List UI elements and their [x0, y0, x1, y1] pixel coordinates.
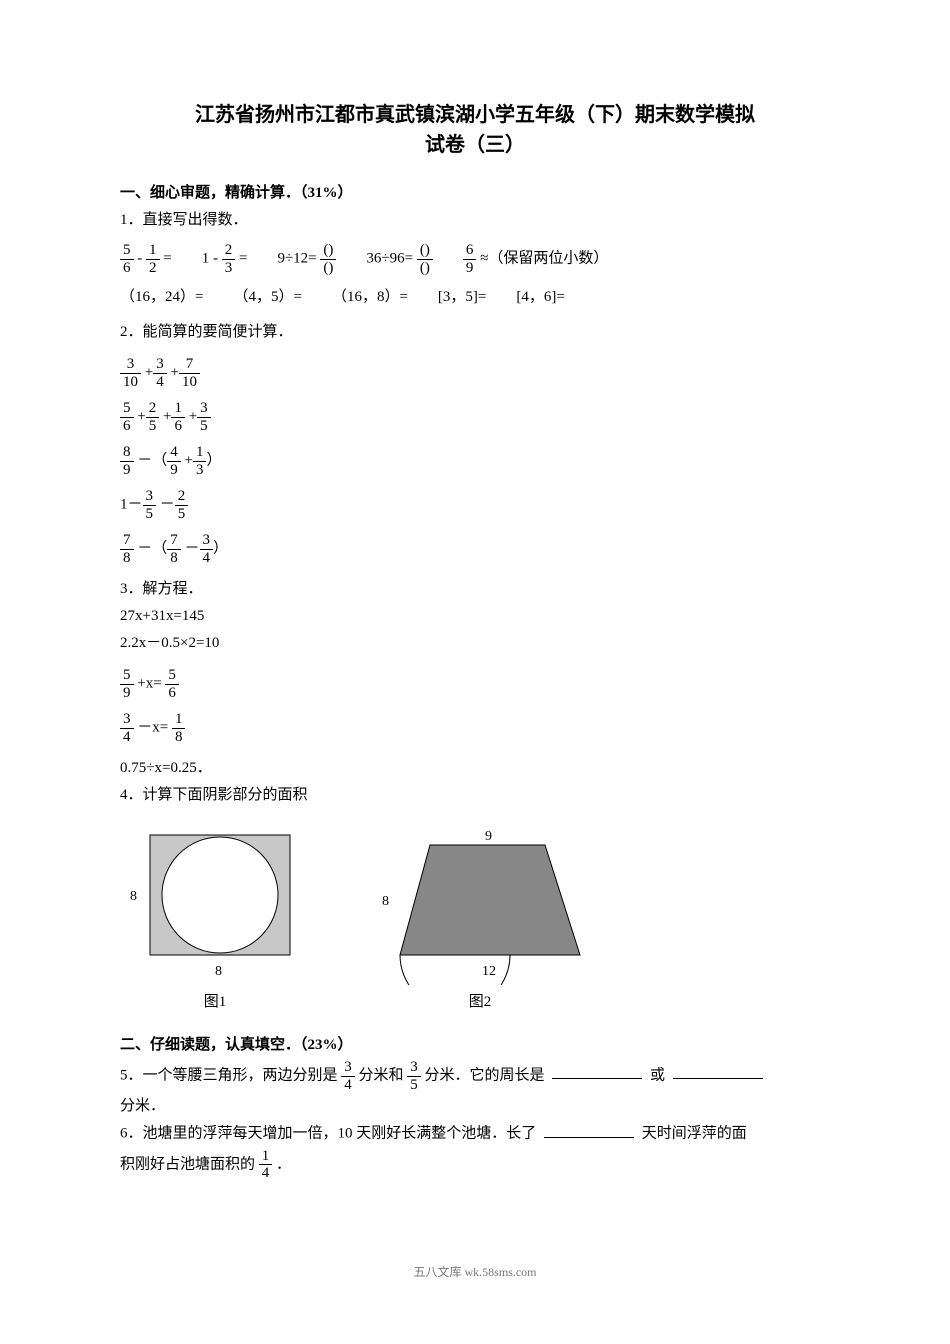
q1-2b: （4，5）= — [233, 284, 301, 311]
fig2-top-label: 9 — [485, 829, 492, 844]
fig1-caption: 图1 — [204, 989, 227, 1016]
blank-input[interactable] — [673, 1062, 763, 1080]
q1e: 69 ≈（保留两位小数） — [463, 242, 608, 276]
q2-line-2: 56 +25 +16 +35 — [120, 400, 830, 434]
fig2-caption: 图2 — [469, 989, 492, 1016]
q5: 5．一个等腰三角形，两边分别是 34 分米和 35 分米．它的周长是 或 分米． — [120, 1059, 830, 1120]
q2-line-5: 78 －（78 －34） — [120, 532, 830, 566]
title-line-1: 江苏省扬州市江都市真武镇滨湖小学五年级（下）期末数学模拟 — [195, 104, 755, 126]
figure-1: 8 8 图1 — [120, 825, 310, 1016]
fig2-bottom-label: 12 — [482, 964, 496, 979]
q1d: 36÷96= ()() — [366, 242, 432, 276]
figure-1-svg: 8 8 — [120, 825, 310, 985]
q1-2e: [4，6]= — [516, 284, 564, 311]
q4-label: 4．计算下面阴影部分的面积 — [120, 782, 830, 809]
figures-row: 8 8 图1 9 8 12 图2 — [120, 825, 830, 1016]
q3-l5: 0.75÷x=0.25． — [120, 755, 830, 782]
q6: 6．池塘里的浮萍每天增加一倍，10 天刚好长满整个池塘．长了 天时间浮萍的面 积… — [120, 1120, 830, 1182]
q1-2d: [3，5]= — [438, 284, 486, 311]
exam-title: 江苏省扬州市江都市真武镇滨湖小学五年级（下）期末数学模拟 试卷（三） — [120, 100, 830, 160]
q3-l4: 34 －x= 18 — [120, 711, 830, 745]
q1a: 56 - 12 = — [120, 242, 172, 276]
q1-row-1: 56 - 12 = 1 - 23 = 9÷12= ()() 36÷96= ()(… — [120, 242, 830, 276]
q1-row-2: （16，24）= （4，5）= （16，8）= [3，5]= [4，6]= — [120, 284, 830, 311]
q2-line-1: 310 +34 +710 — [120, 356, 830, 390]
q1-2a: （16，24）= — [120, 284, 203, 311]
q3-l1: 27x+31x=145 — [120, 603, 830, 630]
q3-label: 3．解方程． — [120, 576, 830, 603]
q1c: 9÷12= ()() — [277, 242, 336, 276]
fig2-left-label: 8 — [382, 894, 389, 909]
title-line-2: 试卷（三） — [425, 134, 525, 156]
figure-2: 9 8 12 图2 — [370, 825, 590, 1016]
q1-label: 1．直接写出得数． — [120, 207, 830, 234]
fig1-bottom-label: 8 — [215, 964, 222, 979]
blank-input[interactable] — [552, 1062, 642, 1080]
blank-input[interactable] — [544, 1120, 634, 1138]
section-1-header: 一、细心审题，精确计算．（31%） — [120, 180, 830, 207]
q2-line-4: 1－35 －25 — [120, 488, 830, 522]
q2-line-3: 89 －（49 +13） — [120, 444, 830, 478]
page-footer: 五八文库 wk.58sms.com — [120, 1262, 830, 1284]
fig1-left-label: 8 — [130, 889, 137, 904]
q2-label: 2．能简算的要简便计算． — [120, 319, 830, 346]
q1-2c: （16，8）= — [332, 284, 408, 311]
figure-2-svg: 9 8 12 — [370, 825, 590, 985]
q3-l3: 59 +x= 56 — [120, 667, 830, 701]
q1b: 1 - 23 = — [202, 242, 248, 276]
section-2-header: 二、仔细读题，认真填空．（23%） — [120, 1032, 830, 1059]
q3-l2: 2.2x－0.5×2=10 — [120, 630, 830, 657]
